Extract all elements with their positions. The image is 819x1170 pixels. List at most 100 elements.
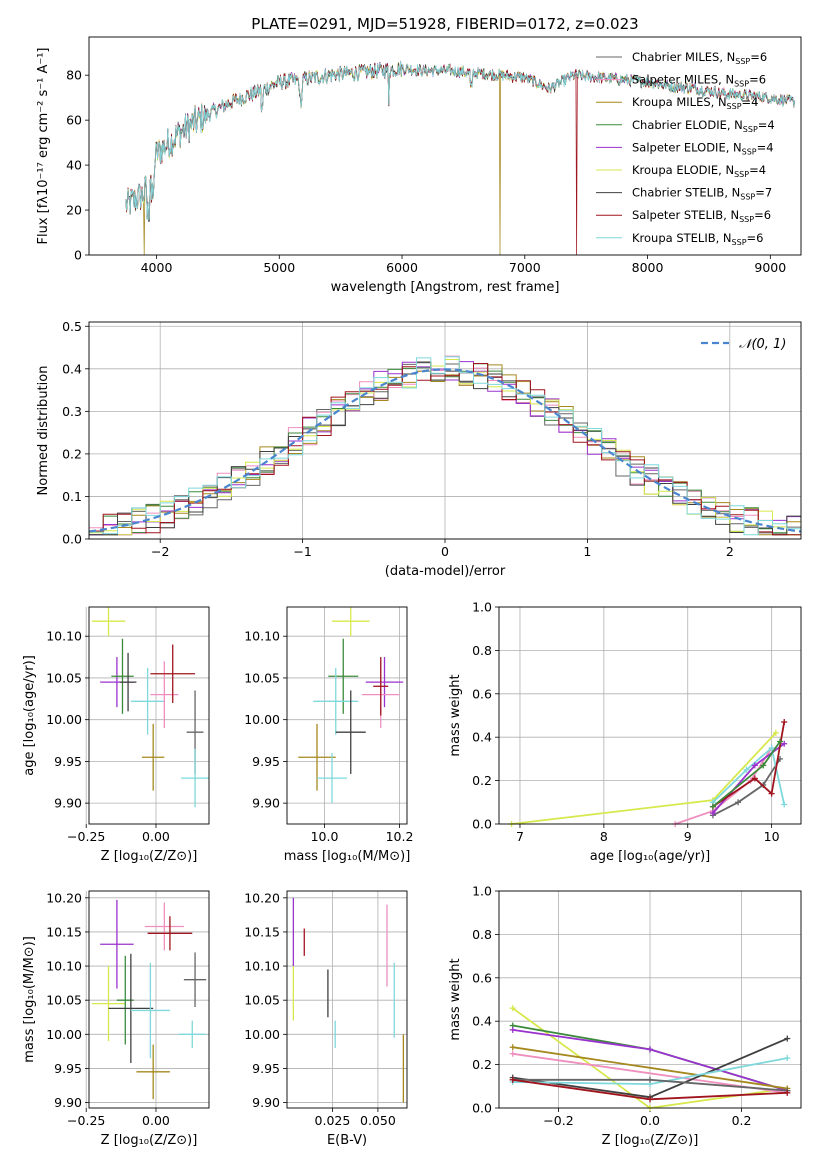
y-axis-label: mass weight bbox=[448, 958, 463, 1040]
y-tick-label: 0.2 bbox=[472, 773, 492, 788]
x-tick-label: 0.00 bbox=[142, 829, 170, 844]
y-tick-label: 0.6 bbox=[472, 686, 492, 701]
axes-frame bbox=[498, 890, 802, 1109]
axes-frame bbox=[88, 321, 802, 540]
y-tick-label: 9.95 bbox=[252, 754, 280, 769]
y-tick-label: 0.4 bbox=[62, 361, 82, 376]
histogram-step bbox=[89, 363, 801, 536]
y-tick-label: 10.00 bbox=[244, 1027, 280, 1042]
x-axis-label: Z [log₁₀(Z/Z⊙)] bbox=[101, 1133, 198, 1148]
y-tick-label: 0.8 bbox=[472, 643, 492, 658]
y-tick-label: 10.20 bbox=[46, 890, 82, 905]
y-tick-label: 0.0 bbox=[62, 532, 82, 547]
y-axis-label: mass weight bbox=[448, 674, 463, 756]
x-tick-label: 7000 bbox=[509, 260, 541, 275]
x-axis-label: wavelength [Angstrom, rest frame] bbox=[331, 280, 560, 295]
y-tick-label: 1.0 bbox=[472, 600, 492, 615]
y-tick-label: 10.05 bbox=[46, 670, 82, 685]
y-tick-label: 0.4 bbox=[472, 1014, 492, 1029]
y-tick-label: 10.05 bbox=[46, 993, 82, 1008]
y-tick-label: 0 bbox=[74, 248, 82, 263]
x-tick-label: 4000 bbox=[141, 260, 173, 275]
x-tick-label: 10.2 bbox=[386, 829, 414, 844]
y-tick-label: 10.15 bbox=[46, 924, 82, 939]
gaussian-curve bbox=[89, 368, 801, 533]
weight-vs-age-panel: 7 8 9 10 0.0 0.2 0.4 0.6 0.8 1.0 age [log₁₀(age/yr… bbox=[448, 600, 802, 864]
legend-entry: Chabrier ELODIE, NSSP=4 bbox=[632, 118, 775, 134]
x-axis-label: E(B-V) bbox=[327, 1133, 367, 1148]
axes-frame bbox=[498, 606, 802, 825]
legend-entry: Salpeter STELIB, NSSP=6 bbox=[632, 208, 771, 224]
y-tick-label: 10.00 bbox=[244, 712, 280, 727]
y-tick-label: 10.10 bbox=[244, 959, 280, 974]
x-tick-label: 8 bbox=[600, 829, 608, 844]
spectrum-line bbox=[125, 60, 795, 221]
y-tick-label: 0.0 bbox=[472, 1101, 492, 1116]
x-axis-label: mass [log₁₀(M/M⊙)] bbox=[284, 849, 411, 864]
y-axis-label: mass [log₁₀(M/M⊙)] bbox=[22, 936, 37, 1063]
axes-frame bbox=[88, 606, 210, 825]
y-tick-label: 10.05 bbox=[244, 993, 280, 1008]
y-tick-label: 0.3 bbox=[62, 404, 82, 419]
x-tick-label: 0.2 bbox=[732, 1113, 752, 1128]
mass-vs-extinction-panel: 0.025 0.050 9.90 9.95 10.00 10.05 10.10 10.15 10… bbox=[244, 890, 408, 1148]
x-tick-label: 0.025 bbox=[315, 1113, 351, 1128]
y-tick-label: 10.10 bbox=[46, 959, 82, 974]
weight-line bbox=[674, 747, 773, 824]
y-tick-label: 10.15 bbox=[244, 924, 280, 939]
x-tick-label: 5000 bbox=[263, 260, 295, 275]
x-tick-label: 8000 bbox=[632, 260, 664, 275]
x-axis-label: Z [log₁₀(Z/Z⊙)] bbox=[602, 1133, 699, 1148]
y-tick-label: 0.6 bbox=[472, 970, 492, 985]
y-tick-label: 1.0 bbox=[472, 884, 492, 899]
weight-line bbox=[512, 1046, 788, 1090]
y-tick-label: 20 bbox=[66, 203, 82, 218]
x-tick-label: 7 bbox=[516, 829, 524, 844]
x-tick-label: 1 bbox=[583, 544, 591, 559]
axes-frame bbox=[286, 890, 408, 1109]
weight-line bbox=[712, 721, 786, 808]
age-vs-mass-panel: 10.0 10.2 9.90 9.95 10.00 10.05 10.10 mass [log… bbox=[244, 606, 413, 864]
y-tick-label: 10.10 bbox=[46, 629, 82, 644]
figure-title: PLATE=0291, MJD=51928, FIBERID=0172, z=0… bbox=[251, 15, 638, 33]
y-tick-label: 0.2 bbox=[62, 446, 82, 461]
y-tick-label: 9.95 bbox=[54, 1061, 82, 1076]
y-tick-label: 10.10 bbox=[244, 629, 280, 644]
residual-hist-panel: −2 −1 0 1 2 0.0 0.1 0.2 0.3 0.4 0.5 (data-model)/er… bbox=[36, 319, 802, 579]
y-tick-label: 60 bbox=[66, 113, 82, 128]
y-tick-label: 0.2 bbox=[472, 1057, 492, 1072]
y-tick-label: 0.8 bbox=[472, 927, 492, 942]
x-tick-label: −0.2 bbox=[543, 1113, 573, 1128]
x-axis-label: age [log₁₀(age/yr)] bbox=[590, 849, 711, 864]
legend-entry: 𝒩(0, 1) bbox=[739, 337, 786, 352]
x-tick-label: 0.0 bbox=[640, 1113, 660, 1128]
weight-line bbox=[712, 746, 786, 805]
y-tick-label: 80 bbox=[66, 68, 82, 83]
spectrum-panel: 4000 5000 6000 7000 8000 9000 0 20 40 60 80 wavelen… bbox=[36, 36, 802, 295]
legend-entry: Kroupa STELIB, NSSP=6 bbox=[632, 231, 763, 247]
weight-line bbox=[511, 732, 777, 824]
legend-entry: Salpeter ELODIE, NSSP=4 bbox=[632, 140, 774, 156]
axes-frame bbox=[88, 890, 210, 1109]
mass-vs-metallicity-panel: −0.25 0.00 9.90 9.95 10.00 10.05 10.10 10.15 10.… bbox=[22, 890, 210, 1148]
x-tick-label: 9000 bbox=[754, 260, 786, 275]
y-tick-label: 40 bbox=[66, 158, 82, 173]
y-tick-label: 9.90 bbox=[252, 796, 280, 811]
axes-frame bbox=[88, 36, 802, 256]
x-tick-label: 0 bbox=[441, 544, 449, 559]
x-tick-label: 0.050 bbox=[360, 1113, 396, 1128]
legend-entry: Kroupa ELODIE, NSSP=4 bbox=[632, 163, 766, 179]
y-tick-label: 9.90 bbox=[252, 1095, 280, 1110]
x-tick-label: −2 bbox=[151, 544, 169, 559]
age-vs-metallicity-panel: −0.25 0.00 9.90 9.95 10.00 10.05 10.10 Z [log₁₀… bbox=[22, 606, 210, 864]
y-tick-label: 9.90 bbox=[54, 1095, 82, 1110]
x-tick-label: −0.25 bbox=[67, 1113, 105, 1128]
y-tick-label: 9.95 bbox=[252, 1061, 280, 1076]
y-tick-label: 10.20 bbox=[244, 890, 280, 905]
weight-line bbox=[712, 758, 781, 817]
x-tick-label: 2 bbox=[726, 544, 734, 559]
x-axis-label: (data-model)/error bbox=[385, 564, 506, 579]
histogram-step bbox=[89, 356, 801, 536]
y-tick-label: 9.90 bbox=[54, 796, 82, 811]
